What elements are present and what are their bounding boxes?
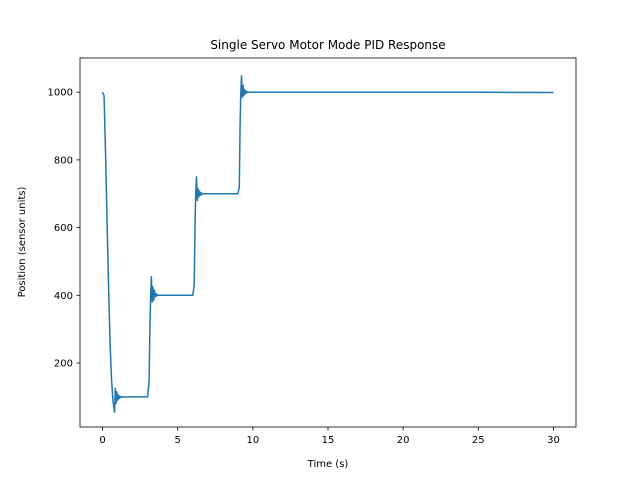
y-axis: 200 400 600 800 1000 — [48, 88, 80, 370]
series-line-0 — [101, 75, 554, 413]
plot-area — [101, 75, 554, 413]
y-tick-label: 200 — [54, 359, 73, 370]
y-tick-label: 1000 — [48, 88, 73, 99]
chart-title: Single Servo Motor Mode PID Response — [210, 38, 445, 52]
x-tick-label: 0 — [99, 435, 105, 446]
x-tick-label: 10 — [246, 435, 259, 446]
x-tick-label: 25 — [472, 435, 485, 446]
y-tick-label: 600 — [54, 223, 73, 234]
y-tick-label: 800 — [54, 155, 73, 166]
y-axis-label: Position (sensor units) — [17, 186, 28, 297]
x-tick-label: 15 — [322, 435, 335, 446]
x-tick-label: 5 — [175, 435, 181, 446]
x-axis: 0 5 10 15 20 25 30 — [99, 427, 560, 446]
x-tick-label: 20 — [397, 435, 410, 446]
x-tick-label: 30 — [547, 435, 560, 446]
y-tick-label: 400 — [54, 291, 73, 302]
x-axis-label: Time (s) — [307, 459, 349, 470]
